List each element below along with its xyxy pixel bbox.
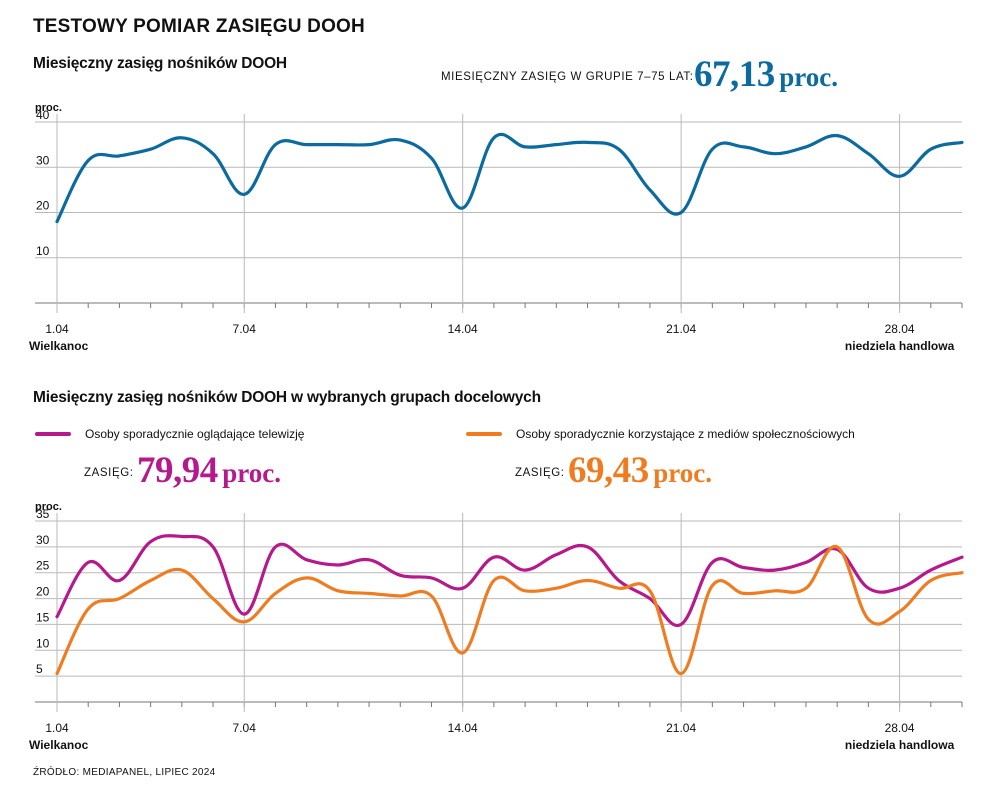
x-tick-label: 1.04	[45, 322, 69, 336]
x-tick-label: 7.04	[233, 322, 257, 336]
chart2-reach-value-social: 69,43	[568, 450, 649, 491]
main-title: TESTOWY POMIAR ZASIĘGU DOOH	[33, 16, 365, 37]
x-tick-label: 28.04	[885, 322, 915, 336]
x-tick-sublabel: Wielkanoc	[29, 339, 89, 353]
series-line-0	[55, 132, 964, 224]
x-tick-label: 1.04	[45, 721, 69, 735]
chart1-subtitle: Miesięczny zasięg nośników DOOH	[33, 55, 287, 72]
chart2-reach-unit-social: proc.	[653, 458, 712, 488]
chart2-reach-value-tv: 79,94	[137, 450, 218, 491]
x-tick-sublabel: niedziela handlowa	[845, 339, 955, 353]
source-note: ŹRÓDŁO: MEDIAPANEL, LIPIEC 2024	[33, 767, 216, 778]
x-tick-label: 7.04	[233, 721, 257, 735]
x-tick-sublabel: Wielkanoc	[29, 738, 89, 752]
series-line-1	[55, 544, 964, 676]
chart2-reach-unit-tv: proc.	[222, 458, 281, 488]
y-tick-label: 20	[36, 585, 50, 599]
y-tick-label: 25	[36, 559, 50, 573]
y-tick-label: 20	[36, 199, 50, 213]
chart2-reach-social: 69,43 proc.	[568, 449, 712, 492]
chart2-line-chart: proc. 5 10 15 20 25 30 35 1.04 Wielkanoc 7.04 14.04…	[29, 501, 964, 752]
x-tick-label: 14.04	[448, 322, 478, 336]
y-tick-label: 30	[36, 533, 50, 547]
chart2-reach-tv: 79,94 proc.	[137, 449, 281, 492]
chart1-reach-unit: proc.	[779, 62, 838, 92]
y-tick-label: 15	[36, 610, 50, 624]
chart2-reach-label-social: ZASIĘG:	[515, 467, 565, 479]
y-tick-label: 40	[36, 108, 50, 122]
x-tick-label: 21.04	[666, 721, 696, 735]
chart2-subtitle: Miesięczny zasięg nośników DOOH w wybran…	[33, 389, 541, 406]
chart1-reach-label: MIESIĘCZNY ZASIĘG W GRUPIE 7–75 LAT:	[441, 71, 694, 83]
chart1-line-chart: proc. 10 20 30 40 1.04 Wielkanoc 7.04 14.04 21.04…	[29, 102, 964, 353]
legend-tv-label: Osoby sporadycznie oglądające telewizję	[85, 427, 305, 441]
y-unit-label: proc.	[35, 501, 62, 513]
x-tick-label: 21.04	[666, 322, 696, 336]
series-line-0	[55, 534, 964, 628]
y-tick-label: 10	[36, 244, 50, 258]
legend-social-swatch	[466, 432, 502, 436]
y-unit-label: proc.	[35, 102, 62, 114]
y-tick-label: 5	[36, 662, 43, 676]
chart2-reach-label-tv: ZASIĘG:	[84, 467, 134, 479]
x-tick-sublabel: niedziela handlowa	[845, 738, 955, 752]
legend-social-label: Osoby sporadycznie korzystające z mediów…	[516, 427, 855, 441]
legend-tv-swatch	[35, 432, 71, 436]
y-tick-label: 10	[36, 636, 50, 650]
y-tick-label: 30	[36, 153, 50, 167]
y-tick-label: 35	[36, 507, 50, 521]
chart1-reach: 67,13 proc.	[694, 53, 838, 96]
x-tick-label: 28.04	[885, 721, 915, 735]
x-tick-label: 14.04	[448, 721, 478, 735]
chart1-reach-value: 67,13	[694, 54, 775, 95]
